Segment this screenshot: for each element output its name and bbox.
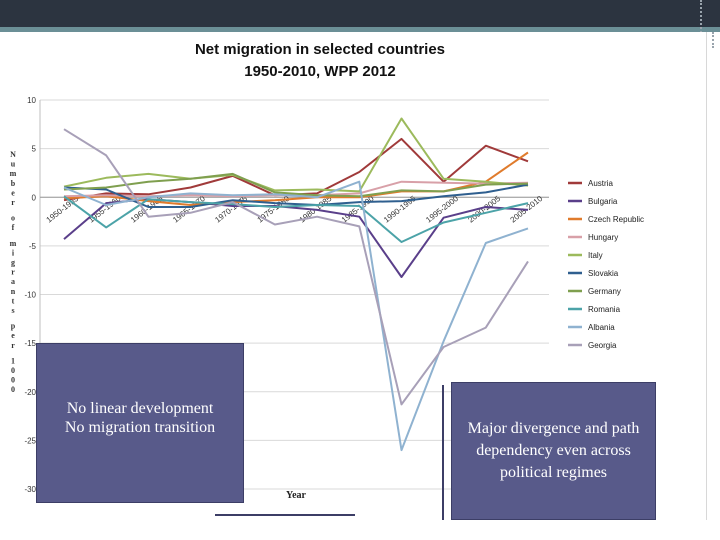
series-lines [63,117,529,452]
y-axis-label-char: u [11,160,16,169]
callout-no-linear-development: No linear development No migration trans… [36,343,244,503]
chart-title-line1: Net migration in selected countries [195,41,445,58]
y-axis-label-char: m [10,239,17,248]
y-tick-label: 0 [32,193,37,202]
callout-major-divergence: Major divergence and path dependency eve… [451,382,656,520]
y-axis-label-char: m [10,169,17,178]
y-ticks: 10 5 0 -5 -10 -15 -20 -25 -30 [24,96,36,494]
y-axis-label-char: g [11,258,15,267]
y-axis-label-char: 0 [11,366,15,375]
y-axis-label-char: 1 [11,356,15,365]
slide-edge-decoration [700,0,714,48]
y-tick-label: -15 [24,339,36,348]
series-line-austria [63,137,529,202]
y-tick-label: 5 [32,145,37,154]
slide-edge-decoration-2 [712,32,716,48]
y-tick-label: -10 [24,291,36,300]
x-tick-label: 2000-2005 [466,194,502,225]
y-tick-label: 10 [27,96,36,105]
series-line-albania [63,180,529,452]
series-line-germany [63,172,529,198]
y-axis-label-char: e [11,188,15,197]
x-tick-label: 1990-1995 [382,194,418,225]
y-axis-label-char: p [11,322,16,331]
callout-left-line1: No linear development [66,400,214,417]
legend-label: Bulgaria [588,197,618,206]
y-axis-label-char: r [11,198,15,207]
y-axis-label-char: i [12,248,15,257]
chart-title-line2: 1950-2010, WPP 2012 [244,63,396,80]
y-tick-label: -30 [24,485,36,494]
slide-accent-bar [0,27,720,32]
y-axis-label-char: b [11,179,16,188]
decorative-underline [215,514,355,516]
y-axis-label-char: s [11,306,14,315]
y-axis-label-char: 0 [11,385,15,394]
y-axis-label-char: a [11,277,15,286]
legend-label: Italy [588,251,603,260]
legend-label: Georgia [588,341,617,350]
y-axis-label-char: N [10,150,16,159]
legend: Austria Bulgaria Czech Republic Hungary Ital… [568,179,644,350]
y-axis-label-char: t [12,296,15,305]
legend-label: Hungary [588,233,618,242]
callout-right-text: Major divergence and path dependency eve… [467,420,640,481]
y-tick-label: -25 [24,436,36,445]
legend-label: Austria [588,179,613,188]
decorative-sideline [442,385,444,520]
series-line-romania [63,195,529,243]
legend-label: Albania [588,323,615,332]
slide-top-bar [0,0,720,27]
x-tick-label: 1975-1980 [256,194,292,225]
y-axis-label-char: f [12,223,15,232]
y-axis-label-char: o [11,214,15,223]
callout-left-line2: No migration transition [64,419,216,436]
series-line-italy [63,117,529,193]
y-axis-label-char: e [11,331,15,340]
legend-label: Czech Republic [588,215,644,224]
legend-label: Romania [588,305,621,314]
series-line-georgia [63,128,529,406]
y-axis-label-char: r [11,268,15,277]
y-axis-label-char: r [11,341,15,350]
legend-label: Germany [588,287,621,296]
y-tick-label: -5 [29,242,37,251]
y-axis-label-char: n [11,287,16,296]
y-axis-label-char: 0 [11,376,15,385]
y-tick-label: -20 [24,388,36,397]
x-axis-label: Year [286,490,307,501]
series-line-bulgaria [63,198,529,278]
legend-label: Slovakia [588,269,619,278]
